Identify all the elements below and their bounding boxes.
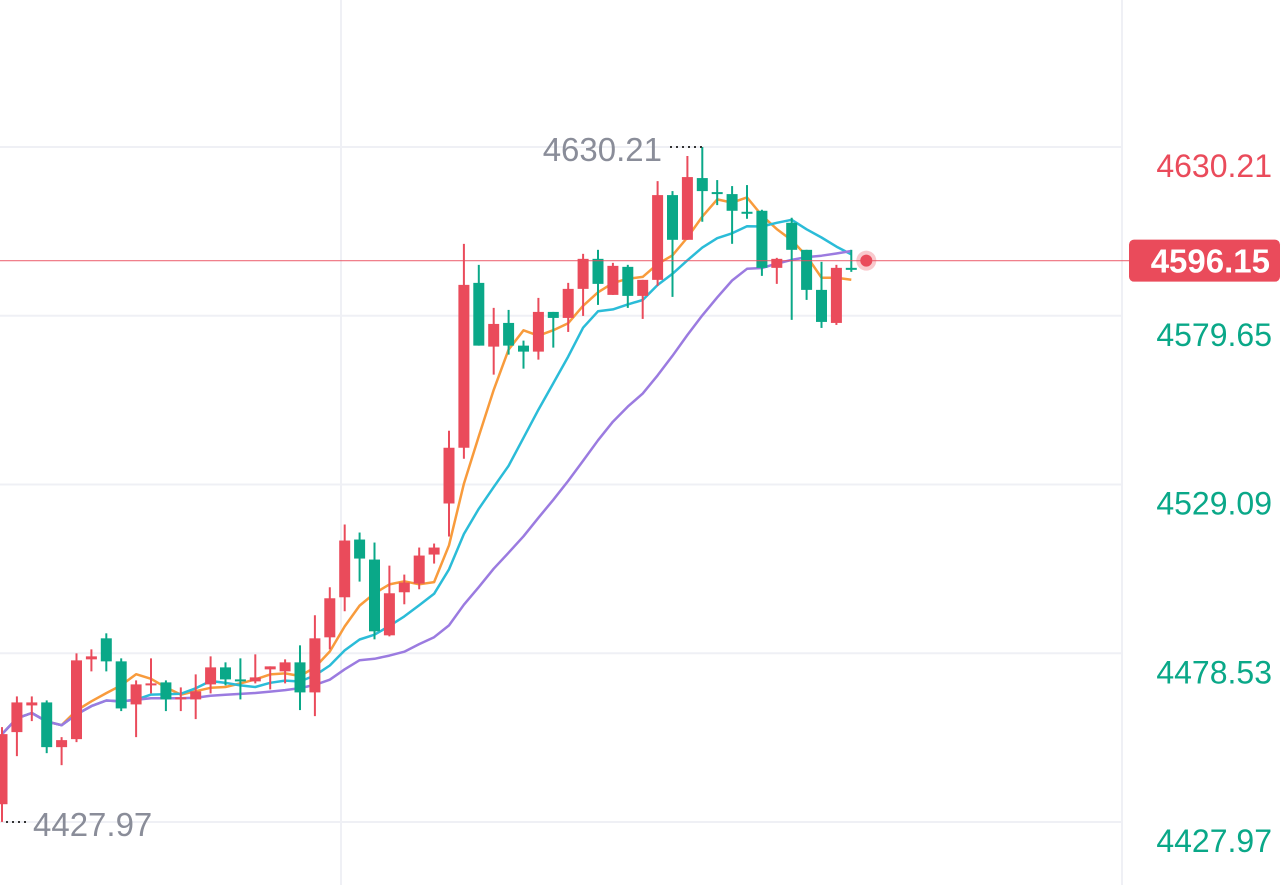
candle-up xyxy=(532,311,544,352)
candle-down xyxy=(100,638,112,662)
candle-up xyxy=(175,697,187,700)
candle-down xyxy=(518,345,529,352)
price-axis-tick: 4630.21 xyxy=(1156,148,1272,184)
candle-up xyxy=(71,660,82,740)
ma20-line xyxy=(1,249,852,735)
candle-up xyxy=(637,279,649,296)
candles xyxy=(0,147,857,822)
candle-down xyxy=(473,282,485,346)
candle-down xyxy=(622,266,634,296)
candle-down xyxy=(354,539,366,559)
candle-up xyxy=(56,740,68,748)
candle-down xyxy=(160,682,172,700)
last-price-tag-text: 4596.15 xyxy=(1151,243,1270,280)
candle-up xyxy=(339,540,351,598)
candle-up xyxy=(562,288,574,318)
candle-down xyxy=(294,662,306,693)
max-price-label: 4630.21 xyxy=(543,131,662,168)
last-price-tag-bg xyxy=(1129,239,1280,282)
candle-up xyxy=(11,702,23,733)
last-price-dot xyxy=(860,254,873,267)
overlay: 4630.21 4427.97 xyxy=(0,131,1130,843)
candle-up xyxy=(443,447,455,504)
candle-up xyxy=(26,702,38,706)
candle-up xyxy=(488,323,500,347)
candle-up xyxy=(681,177,693,240)
price-axis: 4630.21 4579.65 4529.09 4478.53 4427.97 xyxy=(1156,148,1272,859)
candle-up xyxy=(145,683,157,686)
candle-down xyxy=(547,311,559,318)
candle-up xyxy=(264,666,276,670)
candle-down xyxy=(756,210,768,268)
candle-up xyxy=(0,734,8,805)
candle-down xyxy=(845,267,857,270)
candle-down xyxy=(592,258,604,284)
last-price-tag: 4596.15 xyxy=(1129,239,1280,282)
candle-down xyxy=(369,559,380,632)
candle-up xyxy=(85,656,97,660)
candle-up xyxy=(324,598,336,638)
candle-up xyxy=(458,284,470,448)
candle-down xyxy=(696,178,708,192)
candle-down xyxy=(786,222,798,250)
moving-averages xyxy=(1,196,852,735)
candle-down xyxy=(41,702,53,748)
candle-down xyxy=(115,661,127,709)
ma5-line xyxy=(1,196,852,735)
candle-up xyxy=(383,593,395,636)
candle-down xyxy=(711,192,723,195)
candle-up xyxy=(577,258,589,289)
candle-up xyxy=(652,195,664,280)
candle-down xyxy=(726,194,738,211)
candle-up xyxy=(428,547,440,555)
candle-up xyxy=(607,265,619,295)
candle-down xyxy=(667,195,678,240)
candle-up xyxy=(130,684,142,705)
price-axis-tick: 4478.53 xyxy=(1156,654,1272,690)
candle-up xyxy=(249,677,261,682)
price-axis-tick: 4579.65 xyxy=(1156,317,1272,353)
price-axis-tick: 4529.09 xyxy=(1156,486,1272,522)
candle-down xyxy=(503,322,515,346)
candle-down xyxy=(741,211,753,214)
candle-down xyxy=(234,679,246,682)
ma10-line xyxy=(1,218,852,735)
candle-down xyxy=(801,249,813,290)
price-axis-tick: 4427.97 xyxy=(1156,823,1272,859)
candle-up xyxy=(771,258,783,268)
candle-up xyxy=(309,638,321,693)
candle-down xyxy=(816,289,827,322)
candle-down xyxy=(220,667,231,680)
candle-up xyxy=(413,555,425,584)
candle-up xyxy=(830,267,842,323)
min-price-label: 4427.97 xyxy=(33,806,152,843)
candle-up xyxy=(279,662,291,672)
grid xyxy=(0,0,1123,885)
candle-up xyxy=(205,667,217,685)
candle-up xyxy=(398,582,410,593)
candle-up xyxy=(190,691,202,700)
